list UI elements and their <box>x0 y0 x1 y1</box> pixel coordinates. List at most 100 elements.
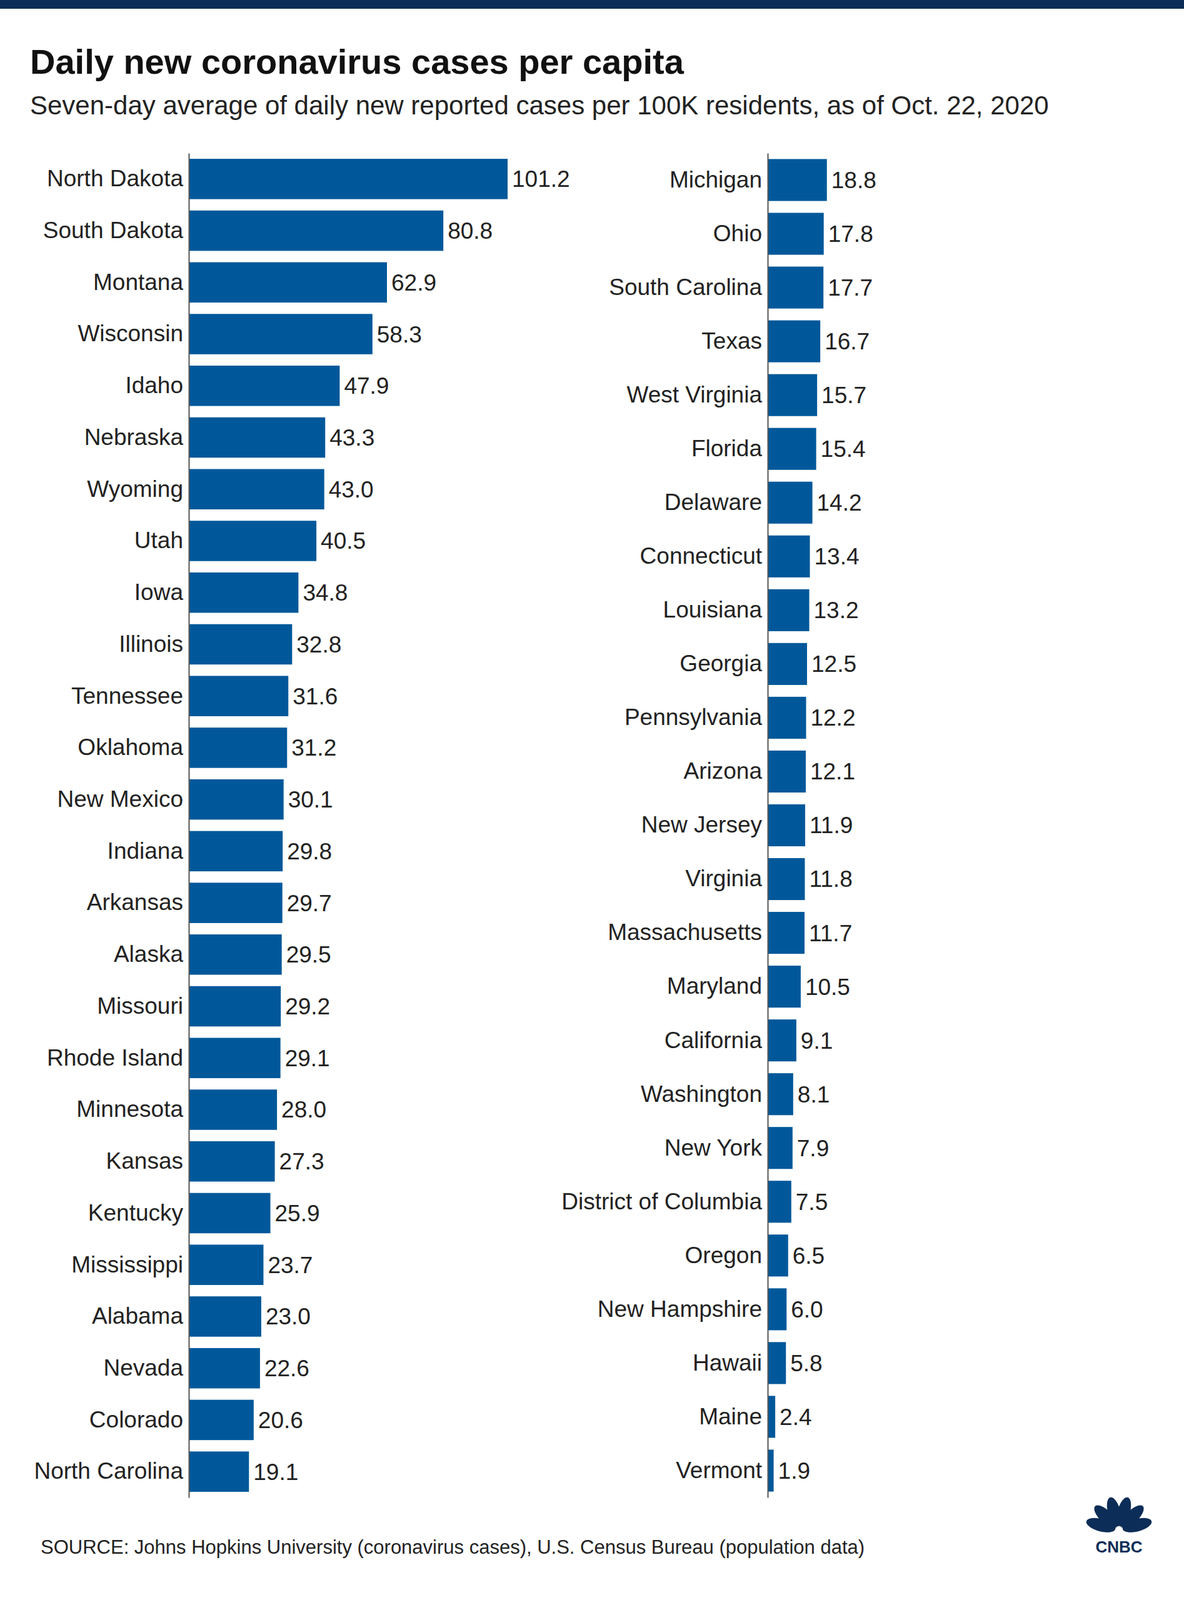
data-label: 25.9 <box>275 1200 321 1227</box>
tick: Alaska <box>113 941 184 968</box>
bar <box>188 520 317 562</box>
bar <box>767 750 806 793</box>
data-label: 40.5 <box>320 528 366 554</box>
data-label: 30.1 <box>288 787 334 813</box>
tick-label: Washington <box>640 1081 763 1108</box>
tick-label: New Mexico <box>57 786 184 813</box>
tick-label: Vermont <box>675 1457 763 1484</box>
data-label: 23.0 <box>265 1304 311 1330</box>
tick-label: Alaska <box>113 941 184 968</box>
tick: Arkansas <box>86 889 184 916</box>
tick-label: Connecticut <box>640 543 763 569</box>
data-label: 13.4 <box>814 543 860 570</box>
tick-label: Georgia <box>679 650 763 677</box>
tick: California <box>664 1027 763 1054</box>
bar <box>767 320 821 363</box>
data-label: 31.6 <box>292 683 338 710</box>
tick: Louisiana <box>663 597 763 623</box>
bar <box>188 779 284 821</box>
data-label: 17.7 <box>827 275 873 301</box>
tick-label: Nebraska <box>84 424 184 451</box>
data-label: 15.4 <box>820 436 866 462</box>
bar <box>767 643 808 686</box>
tick: Wyoming <box>86 476 184 502</box>
bar <box>188 572 299 614</box>
tick-label: California <box>664 1027 763 1054</box>
tick: Washington <box>640 1081 763 1108</box>
bar <box>188 831 283 873</box>
data-label: 80.8 <box>447 218 493 244</box>
bar <box>767 374 818 417</box>
tick-label: Iowa <box>134 579 184 606</box>
tick: Ohio <box>713 220 763 247</box>
bar <box>188 675 289 717</box>
data-label: 12.2 <box>810 705 856 731</box>
tick: Hawaii <box>692 1350 763 1376</box>
tick: Nevada <box>103 1355 184 1381</box>
data-label: 19.1 <box>253 1459 299 1486</box>
tick-label: Michigan <box>669 166 763 193</box>
data-label: 28.0 <box>281 1097 327 1123</box>
data-label: 31.2 <box>291 735 337 761</box>
tick: Georgia <box>679 650 763 677</box>
data-label: 101.2 <box>511 166 571 192</box>
tick-label: Illinois <box>118 631 184 658</box>
tick-label: Virginia <box>685 865 763 892</box>
bar <box>767 589 810 632</box>
tick: Virginia <box>685 865 763 892</box>
data-label: 12.1 <box>810 758 856 785</box>
data-label: 29.2 <box>285 993 331 1020</box>
bar <box>188 417 326 459</box>
tick: Missouri <box>96 993 184 1019</box>
tick: Mississippi <box>71 1252 184 1278</box>
tick: Indiana <box>107 838 184 864</box>
tick-label: Montana <box>93 269 184 296</box>
tick: West Virginia <box>626 381 763 408</box>
tick-label: North Dakota <box>46 165 184 192</box>
data-label: 23.7 <box>267 1252 313 1279</box>
bar <box>188 1348 261 1390</box>
bar <box>767 1127 793 1169</box>
tick-label: Wyoming <box>86 476 184 502</box>
tick: District of Columbia <box>561 1189 763 1215</box>
bar <box>767 213 824 256</box>
title: Daily new coronavirus cases per capita <box>30 41 685 82</box>
y-axis: MichiganOhioSouth CarolinaTexasWest Virg… <box>561 153 768 1499</box>
tick: Oklahoma <box>77 734 184 761</box>
tick-label: Massachusetts <box>607 919 763 946</box>
bar <box>188 1400 254 1441</box>
tick: Massachusetts <box>607 919 763 946</box>
bar <box>767 1234 789 1277</box>
bar <box>188 1296 262 1338</box>
bar <box>767 1395 776 1438</box>
tick: Oregon <box>685 1242 763 1269</box>
tick: South Carolina <box>608 274 763 301</box>
bar <box>188 365 340 407</box>
bar <box>767 428 817 471</box>
data-label: 9.1 <box>800 1028 833 1054</box>
tick: Maine <box>698 1404 763 1430</box>
data-label: 11.7 <box>808 920 853 947</box>
bar <box>767 1019 797 1062</box>
tick: Kansas <box>106 1148 184 1174</box>
bar <box>767 481 813 524</box>
panel: MichiganOhioSouth CarolinaTexasWest Virg… <box>561 153 877 1499</box>
tick-label: Minnesota <box>76 1096 184 1123</box>
tick-label: Kentucky <box>88 1200 184 1226</box>
tick-label: North Carolina <box>33 1458 184 1485</box>
tick: Kentucky <box>88 1200 184 1226</box>
bar <box>188 1089 277 1131</box>
data-label: 58.3 <box>376 321 422 348</box>
logo-text: CNBC <box>1095 1537 1143 1557</box>
data-label: 22.6 <box>264 1355 310 1382</box>
data-label: 1.9 <box>778 1458 811 1485</box>
tick-label: Alabama <box>91 1303 184 1330</box>
data-label: 43.3 <box>329 425 375 451</box>
tick-label: Missouri <box>96 993 184 1019</box>
tick: Rhode Island <box>46 1045 184 1071</box>
tick: Connecticut <box>640 543 763 569</box>
tick: Nebraska <box>84 424 184 451</box>
tick: Delaware <box>664 489 763 516</box>
tick: Utah <box>134 527 184 554</box>
data-label: 12.5 <box>811 651 857 678</box>
